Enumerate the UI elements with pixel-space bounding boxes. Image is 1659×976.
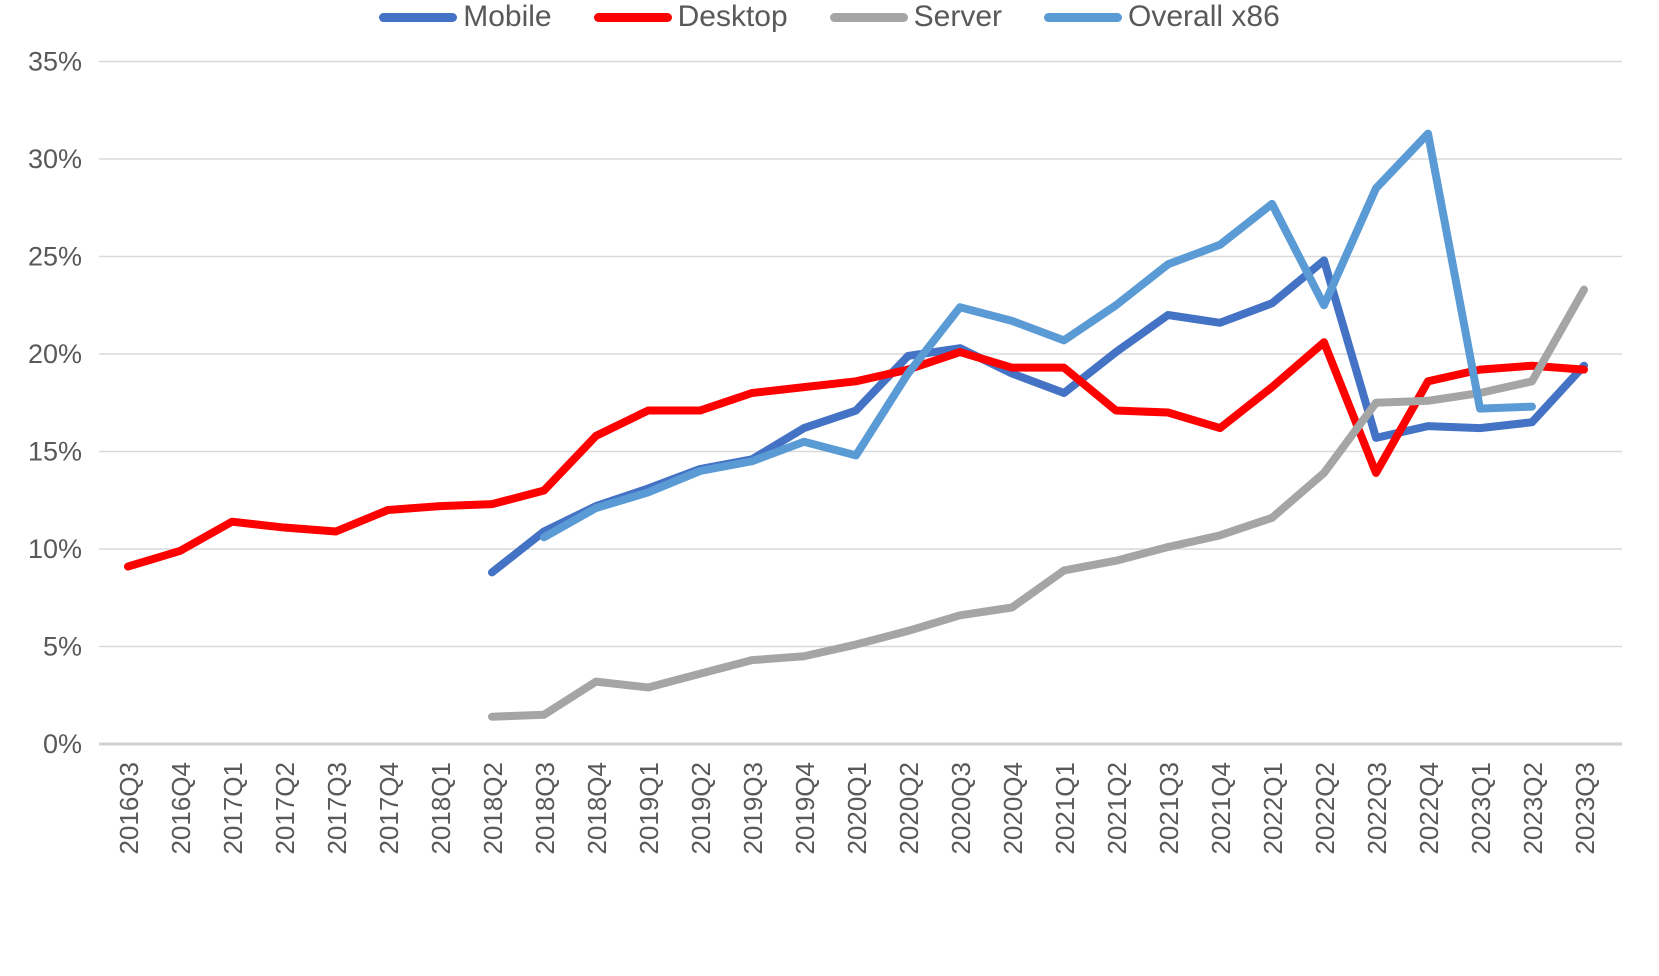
y-tick-label: 10% [28,534,82,564]
x-tick-label: 2021Q2 [1102,762,1132,855]
desktop-line-swatch [593,12,672,22]
x-tick-label: 2020Q2 [894,762,924,855]
x-tick-label: 2020Q4 [998,762,1028,855]
legend-item-server: Server [829,0,1003,34]
x-tick-label: 2020Q3 [946,762,976,855]
y-tick-label: 20% [28,339,82,369]
gridlines [99,60,1622,746]
x-tick-label: 2022Q1 [1258,762,1288,855]
x-tick-label: 2018Q2 [478,762,508,855]
overall-x86-line-swatch [1044,12,1123,22]
series-line-server [488,285,1588,721]
legend-item-desktop: Desktop [593,0,788,34]
legend-item-mobile: Mobile [379,0,552,34]
x-tick-label: 2021Q3 [1154,762,1184,855]
x-tick-label: 2023Q3 [1570,762,1600,855]
x-tick-label: 2017Q1 [218,762,248,855]
x-tick-label: 2018Q3 [530,762,560,855]
series-line-overall-x86 [540,129,1536,542]
x-tick-label: 2018Q4 [582,762,612,855]
y-tick-label: 35% [28,47,82,77]
x-tick-label: 2019Q3 [738,762,768,855]
legend-label-desktop: Desktop [677,0,788,33]
server-line-swatch [829,12,908,22]
plot-series [124,129,1588,721]
x-tick-label: 2018Q1 [426,762,456,855]
x-tick-label: 2016Q4 [166,762,196,855]
legend-label-mobile: Mobile [463,0,552,33]
x-tick-label: 2019Q2 [686,762,716,855]
series-line-desktop [124,338,1588,571]
y-tick-label: 25% [28,242,82,272]
y-axis-labels: 0% 5% 10% 15% 20% 25% 30% 35% [28,47,82,760]
x-tick-label: 2022Q4 [1414,762,1444,855]
x-tick-label: 2022Q3 [1362,762,1392,855]
series-line-mobile [488,256,1588,577]
y-tick-label: 5% [43,632,82,662]
legend-label-overall-x86: Overall x86 [1128,0,1280,33]
y-tick-label: 30% [28,144,82,174]
y-tick-label: 15% [28,437,82,467]
x-tick-label: 2017Q2 [270,762,300,855]
x-tick-label: 2017Q3 [322,762,352,855]
chart-legend: Mobile Desktop Server Overall x86 [0,0,1659,34]
legend-item-overall-x86: Overall x86 [1044,0,1280,34]
x-tick-label: 2023Q2 [1518,762,1548,855]
x-tick-label: 2019Q1 [634,762,664,855]
x-tick-label: 2022Q2 [1310,762,1340,855]
x-axis-labels: 2016Q3 2016Q4 2017Q1 2017Q2 2017Q3 2017Q4 2018… [114,762,1600,855]
legend-label-server: Server [913,0,1003,33]
x-tick-label: 2016Q3 [114,762,144,855]
x-tick-label: 2017Q4 [374,762,404,855]
x-tick-label: 2019Q4 [790,762,820,855]
x-tick-label: 2023Q1 [1466,762,1496,855]
y-tick-label: 0% [43,729,82,759]
mobile-line-swatch [379,12,458,22]
x-tick-label: 2021Q4 [1206,762,1236,855]
x-tick-label: 2020Q1 [842,762,872,855]
x-tick-label: 2021Q1 [1050,762,1080,855]
